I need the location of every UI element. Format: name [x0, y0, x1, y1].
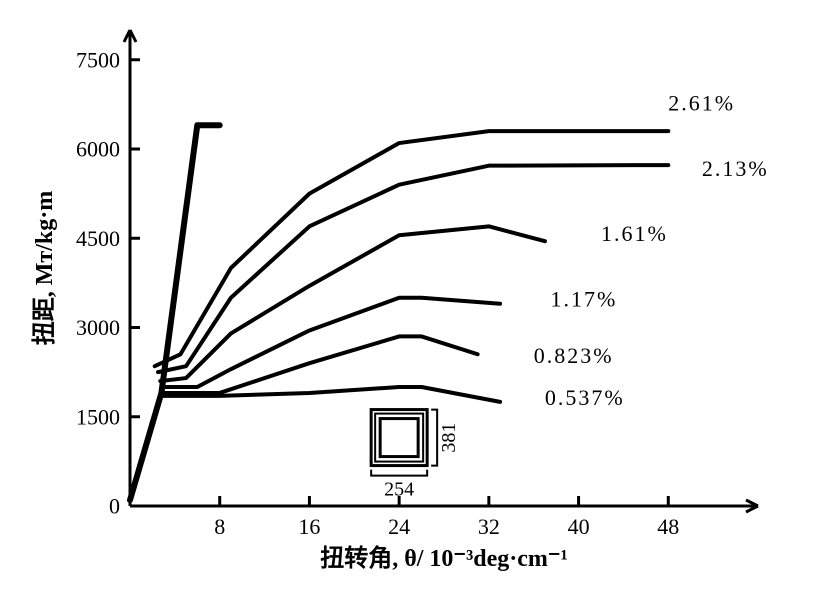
inset-width-label: 254	[384, 479, 414, 501]
x-tick-label: 16	[298, 514, 320, 539]
y-tick-label: 4500	[76, 226, 120, 251]
series-curve	[161, 387, 500, 402]
inset-height-label: 381	[438, 423, 460, 453]
inset-height-bracket	[431, 410, 437, 466]
series-label: 2.61%	[668, 90, 735, 115]
inset-inner-rect	[380, 419, 418, 457]
y-tick-label: 7500	[76, 47, 120, 72]
series-label: 2.13%	[702, 156, 769, 181]
y-axis-title: 扭距, Mᴛ/kg·m	[30, 191, 58, 345]
x-axis-title: 扭转角, θ/ 10⁻³deg·cm⁻¹	[320, 544, 568, 572]
series-label: 0.537%	[545, 385, 625, 410]
x-tick-label: 24	[388, 514, 410, 539]
series-label: 1.61%	[601, 221, 668, 246]
inset-outer-rect-inner	[375, 414, 423, 462]
x-tick-label: 8	[214, 514, 225, 539]
series-curve	[161, 336, 477, 393]
x-tick-label: 40	[568, 514, 590, 539]
torque-angle-chart: 8 16 24 32 40 48 0 1500 3000 4500 6000 7500 扭转角, θ/ …	[0, 0, 818, 616]
y-tick-label: 0	[109, 494, 120, 519]
series-curve	[158, 165, 668, 372]
x-tick-label: 32	[478, 514, 500, 539]
x-tick-label: 48	[657, 514, 679, 539]
series-label: 0.823%	[534, 343, 614, 368]
series-curve	[161, 298, 500, 387]
y-tick-label: 1500	[76, 404, 120, 429]
y-tick-label: 3000	[76, 315, 120, 340]
series-label: 1.17%	[551, 287, 618, 312]
y-tick-label: 6000	[76, 137, 120, 162]
inset-width-bracket	[371, 470, 427, 476]
